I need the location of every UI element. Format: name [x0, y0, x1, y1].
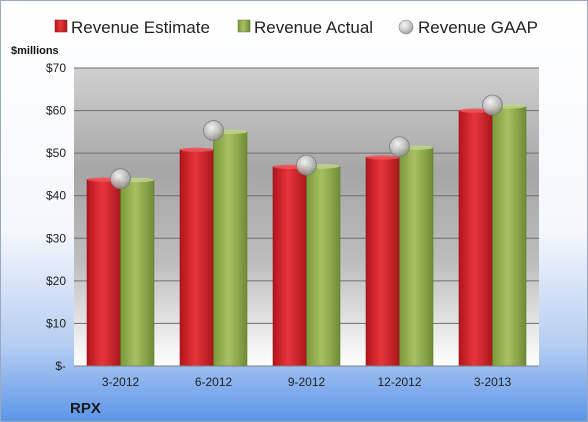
x-tick-label: 9-2012	[288, 375, 326, 389]
x-tick-label: 3-2013	[474, 375, 512, 389]
legend: Revenue Estimate Revenue Actual Revenue …	[54, 18, 538, 37]
legend-item-estimate: Revenue Estimate	[54, 18, 210, 37]
y-tick-label: $60	[46, 104, 66, 118]
legend-label-gaap: Revenue GAAP	[418, 18, 538, 37]
gaap-markers	[110, 94, 503, 190]
y-tick-label: $20	[46, 274, 66, 288]
bar-estimate-3-2012	[86, 179, 121, 367]
bar-actual-9-2012	[306, 166, 341, 367]
marker-gaap-12-2012	[389, 136, 410, 158]
bars	[86, 104, 527, 367]
bar-estimate-3-2013	[458, 110, 493, 367]
bar-estimate-top-12-2012	[366, 155, 400, 160]
x-tick-label: 6-2012	[195, 375, 233, 389]
y-axis-unit-label: $millions	[11, 45, 59, 57]
legend-label-actual: Revenue Actual	[254, 18, 373, 37]
y-axis-ticks: $- $10 $20 $30 $40 $50 $60 $70	[46, 61, 66, 373]
marker-gaap-9-2012	[296, 154, 317, 176]
x-tick-label: 12-2012	[377, 375, 421, 389]
y-tick-label: $-	[55, 359, 66, 373]
marker-gaap-3-2013	[482, 94, 503, 116]
bar-actual-6-2012	[213, 131, 248, 367]
bar-estimate-top-6-2012	[180, 147, 214, 152]
legend-item-gaap: Revenue GAAP	[398, 18, 538, 37]
bar-estimate-6-2012	[179, 149, 214, 367]
y-tick-label: $10	[46, 316, 66, 330]
bar-actual-3-2012	[120, 179, 155, 367]
legend-item-actual: Revenue Actual	[237, 18, 373, 37]
y-tick-label: $50	[46, 146, 66, 160]
legend-swatch-gaap	[398, 19, 414, 35]
bar-actual-12-2012	[399, 147, 434, 367]
marker-gaap-6-2012	[203, 120, 224, 141]
legend-label-estimate: Revenue Estimate	[71, 18, 210, 37]
bar-estimate-9-2012	[272, 166, 307, 367]
ticker-label: RPX	[70, 400, 101, 417]
bar-actual-3-2013	[492, 106, 527, 367]
legend-swatch-estimate	[54, 19, 68, 33]
legend-swatch-actual	[237, 19, 251, 33]
x-axis-ticks: 3-2012 6-2012 9-2012 12-2012 3-2013	[102, 375, 512, 389]
y-tick-label: $70	[46, 61, 66, 75]
marker-gaap-3-2012	[110, 168, 131, 190]
x-tick-label: 3-2012	[102, 375, 140, 389]
y-tick-label: $30	[46, 231, 66, 245]
bar-estimate-12-2012	[365, 157, 400, 367]
y-tick-label: $40	[46, 189, 66, 203]
